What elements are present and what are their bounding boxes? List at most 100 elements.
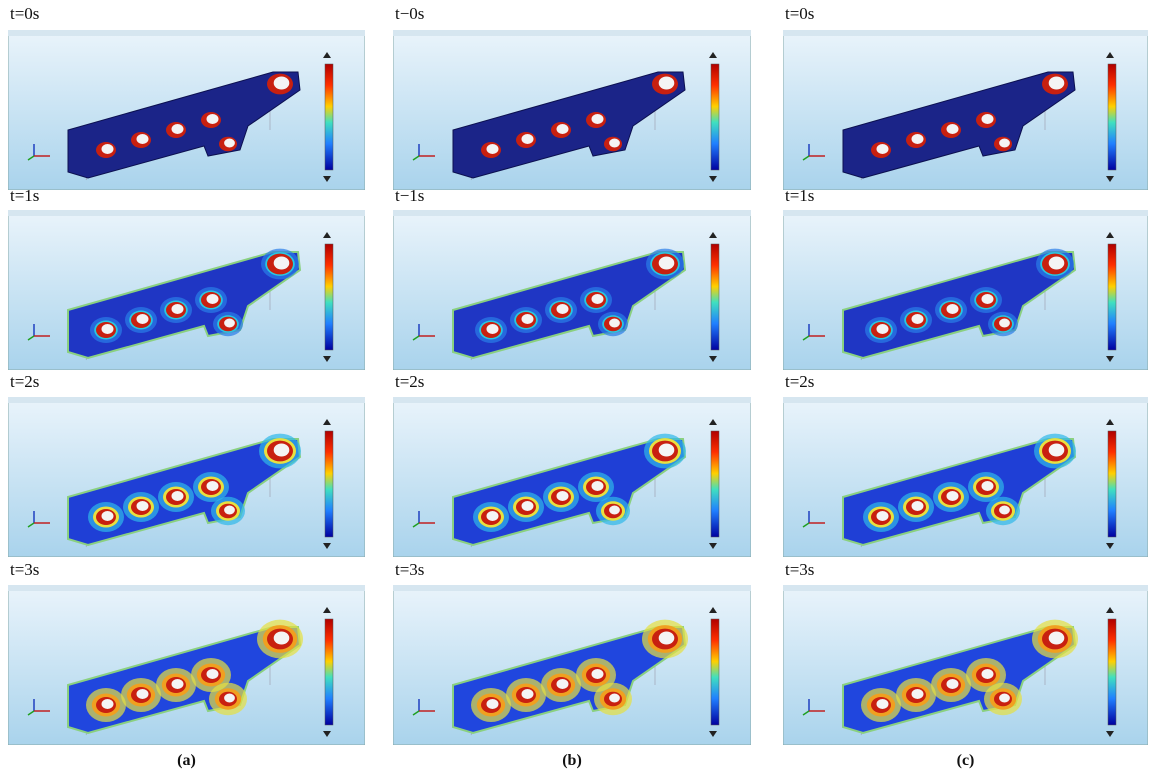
color-bar: [711, 64, 719, 170]
title-bar: [783, 30, 1148, 36]
color-bar: [1108, 431, 1116, 537]
hole: [557, 124, 569, 134]
color-bar: [325, 619, 333, 725]
panel-label: (a): [177, 752, 196, 770]
color-bar: [325, 431, 333, 537]
time-label: t=3s: [10, 560, 39, 580]
time-label: t=1s: [785, 186, 814, 206]
hole: [522, 314, 534, 324]
hole: [274, 77, 290, 90]
time-label: t=2s: [785, 372, 814, 392]
title-bar: [783, 397, 1148, 403]
color-bar: [325, 64, 333, 170]
hole: [557, 491, 569, 501]
time-label: t=3s: [395, 560, 424, 580]
hole: [999, 139, 1010, 148]
hole: [982, 669, 994, 679]
hole: [137, 134, 149, 144]
hole: [1049, 444, 1065, 457]
hole: [557, 679, 569, 689]
hole: [659, 77, 675, 90]
title-bar: [8, 585, 365, 591]
hole: [207, 114, 219, 124]
title-bar: [393, 397, 751, 403]
color-bar: [325, 244, 333, 350]
color-bar: [711, 244, 719, 350]
title-bar: [393, 585, 751, 591]
hole: [102, 511, 114, 521]
time-label: t=2s: [10, 372, 39, 392]
title-bar: [783, 210, 1148, 216]
hole: [102, 324, 114, 334]
color-bar: [1108, 64, 1116, 170]
hole: [947, 124, 959, 134]
hole: [522, 501, 534, 511]
simulation-panel: [783, 210, 1148, 370]
hole: [274, 257, 290, 270]
hole: [947, 491, 959, 501]
hole: [137, 501, 149, 511]
panel-label: (b): [562, 752, 582, 770]
simulation-panel: [8, 30, 365, 190]
simulation-panel: [393, 30, 751, 190]
hole: [912, 689, 924, 699]
hole: [982, 294, 994, 304]
hole: [557, 304, 569, 314]
hole: [137, 689, 149, 699]
hole: [224, 694, 235, 703]
hole: [912, 314, 924, 324]
hole: [1049, 257, 1065, 270]
hole: [999, 506, 1010, 515]
simulation-panel: [783, 585, 1148, 745]
time-label: t−1s: [395, 186, 424, 206]
simulation-panel: [8, 210, 365, 370]
time-label: t=1s: [10, 186, 39, 206]
hole: [982, 114, 994, 124]
hole: [274, 632, 290, 645]
time-label: t=0s: [10, 4, 39, 24]
hole: [1049, 632, 1065, 645]
time-label: t−0s: [395, 4, 424, 24]
hole: [172, 304, 184, 314]
hole: [224, 506, 235, 515]
simulation-panel: [393, 397, 751, 557]
hole: [877, 144, 889, 154]
hole: [609, 506, 620, 515]
hole: [999, 319, 1010, 328]
hole: [609, 319, 620, 328]
hole: [487, 144, 499, 154]
hole: [522, 134, 534, 144]
hole: [207, 669, 219, 679]
hole: [999, 694, 1010, 703]
simulation-panel: [783, 30, 1148, 190]
hole: [172, 124, 184, 134]
hole: [274, 444, 290, 457]
hole: [659, 257, 675, 270]
hole: [487, 699, 499, 709]
hole: [877, 699, 889, 709]
hole: [207, 481, 219, 491]
hole: [592, 481, 604, 491]
simulation-panel: [393, 210, 751, 370]
hole: [522, 689, 534, 699]
hole: [487, 511, 499, 521]
hole: [592, 294, 604, 304]
hole: [609, 694, 620, 703]
hole: [172, 491, 184, 501]
simulation-panel: [8, 585, 365, 745]
hole: [659, 632, 675, 645]
hole: [224, 319, 235, 328]
time-label: t=3s: [785, 560, 814, 580]
hole: [947, 679, 959, 689]
panel-label: (c): [957, 752, 975, 770]
hole: [137, 314, 149, 324]
hole: [877, 324, 889, 334]
hole: [912, 134, 924, 144]
title-bar: [8, 210, 365, 216]
title-bar: [8, 397, 365, 403]
title-bar: [393, 210, 751, 216]
hole: [172, 679, 184, 689]
color-bar: [1108, 244, 1116, 350]
color-bar: [1108, 619, 1116, 725]
hole: [609, 139, 620, 148]
